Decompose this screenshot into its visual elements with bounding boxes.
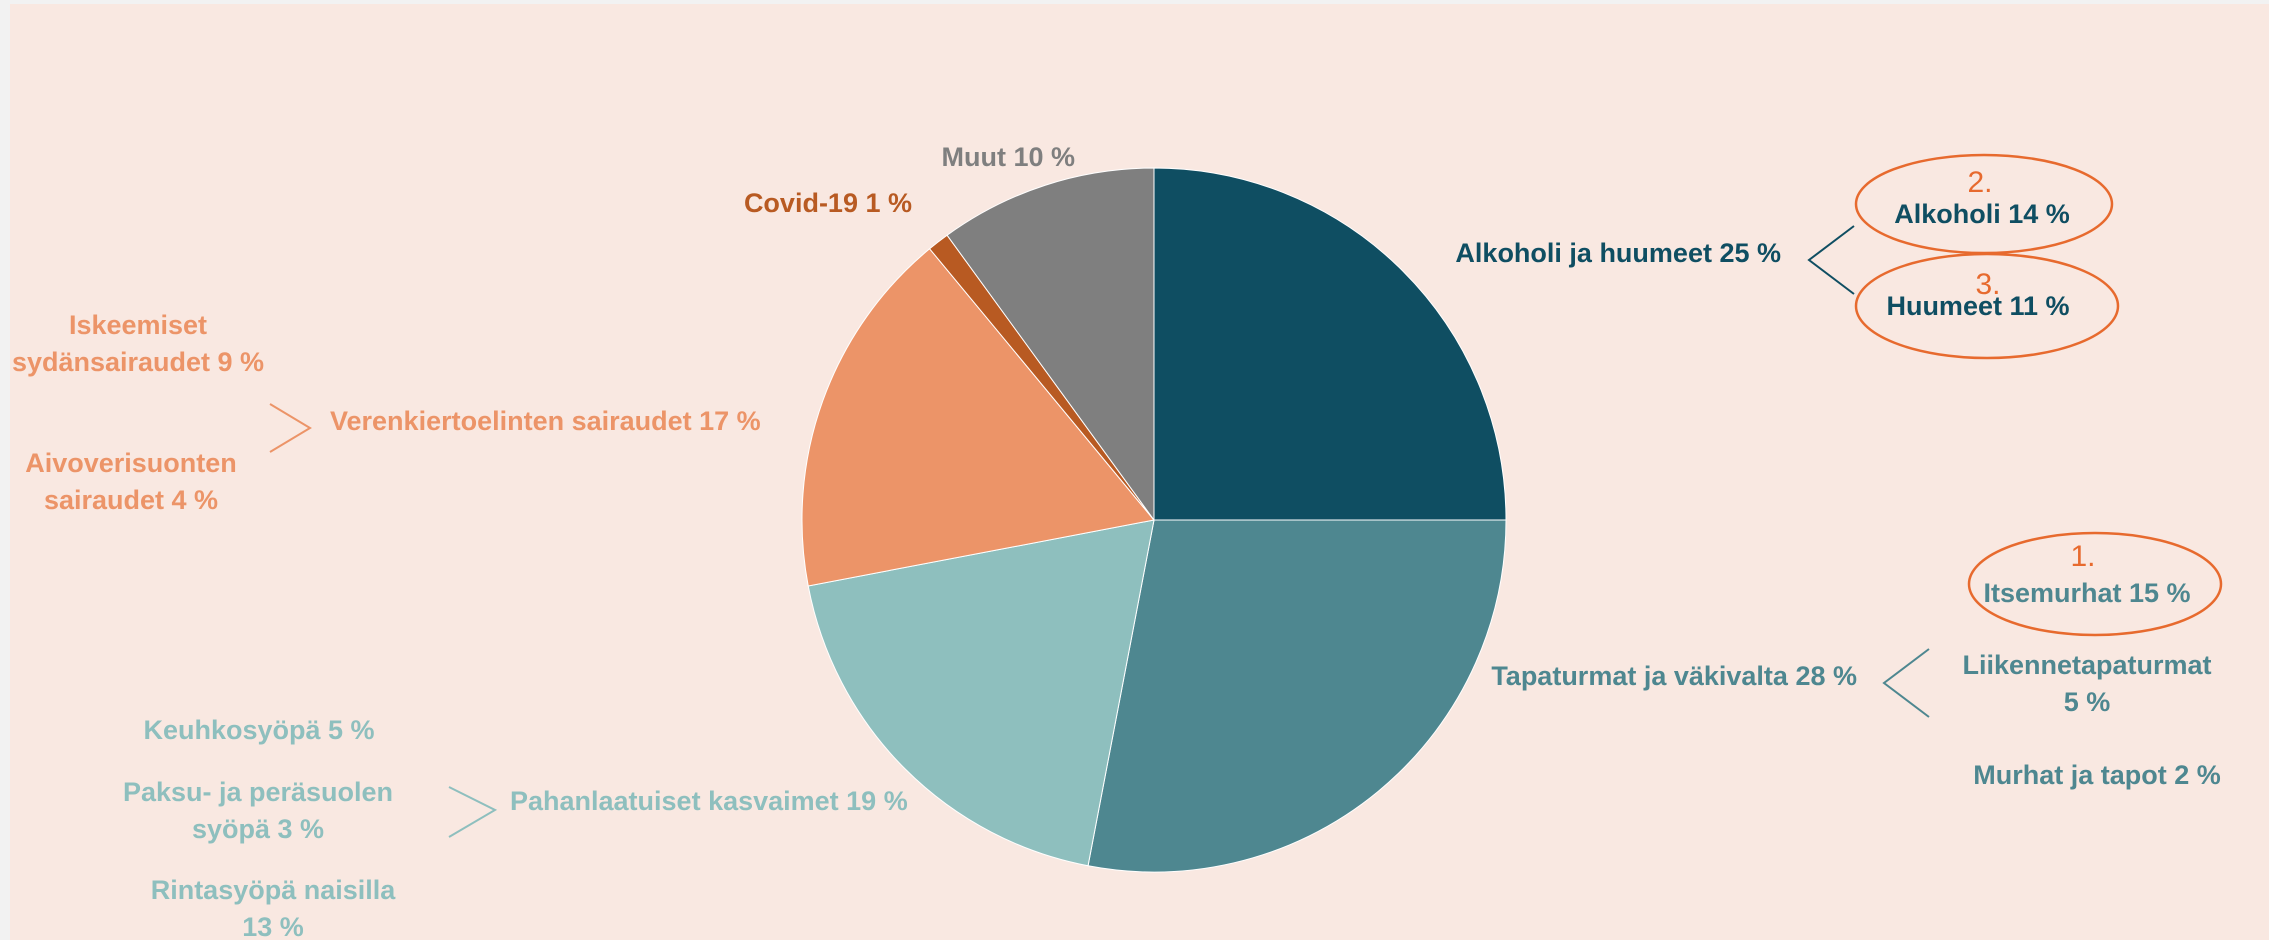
rank-number-1: 1. bbox=[2070, 540, 2095, 573]
sub-label-iskeemiset-value: sydänsairaudet 9 % bbox=[12, 347, 264, 377]
chart-canvas: Alkoholi ja huumeet 25 % Tapaturmat ja v… bbox=[10, 4, 2269, 940]
slice-label-alkoholi-ja-huumeet: Alkoholi ja huumeet 25 % bbox=[1455, 238, 1781, 268]
sub-label-aivoverisuonten: Aivoverisuonten bbox=[25, 448, 237, 478]
bracket-verenkierto bbox=[269, 403, 312, 453]
sub-label-paksu-ja-perasuolen: Paksu- ja peräsuolen bbox=[123, 777, 393, 807]
slice-label-tapaturmat-ja-vakivalta: Tapaturmat ja väkivalta 28 % bbox=[1491, 661, 1857, 691]
bracket-tapaturmat bbox=[1882, 648, 1930, 718]
slice-label-verenkiertoelinten-sairaudet: Verenkiertoelinten sairaudet 17 % bbox=[330, 406, 761, 436]
sub-label-liikennetapaturmat: Liikennetapaturmat bbox=[1962, 650, 2211, 680]
pie-slice-2 bbox=[807, 519, 1155, 867]
sub-label-aivoverisuonten-value: sairaudet 4 % bbox=[44, 485, 218, 515]
slice-label-muut: Muut 10 % bbox=[941, 142, 1075, 172]
slice-label-covid-19: Covid-19 1 % bbox=[744, 188, 912, 218]
pie-slices bbox=[801, 167, 1507, 873]
bracket-alkoholi-ja-huumeet bbox=[1807, 225, 1855, 295]
sub-label-rintasyopa: Rintasyöpä naisilla bbox=[151, 875, 397, 905]
pie-slice-3 bbox=[801, 248, 1155, 587]
rank-number-2: 2. bbox=[1967, 166, 1992, 199]
slice-label-pahanlaatuiset-kasvaimet: Pahanlaatuiset kasvaimet 19 % bbox=[510, 786, 908, 816]
highlight-ellipse-huumeet bbox=[1854, 252, 2120, 360]
sub-label-itsemurhat: Itsemurhat 15 % bbox=[1983, 578, 2190, 608]
pie-slice-0 bbox=[1153, 167, 1507, 521]
rank-number-3: 3. bbox=[1975, 268, 2000, 301]
sub-label-liikennetapaturmat-value: 5 % bbox=[2064, 687, 2111, 717]
pie-slice-1 bbox=[1087, 519, 1507, 873]
bracket-kasvaimet bbox=[448, 786, 498, 838]
sub-label-iskeemiset: Iskeemiset bbox=[69, 310, 207, 340]
sub-label-paksu-ja-perasuolen-value: syöpä 3 % bbox=[192, 814, 324, 844]
sub-label-rintasyopa-value: 13 % bbox=[242, 912, 304, 940]
pie-chart: Alkoholi ja huumeet 25 % Tapaturmat ja v… bbox=[12, 142, 2223, 940]
sub-label-alkoholi: Alkoholi 14 % bbox=[1894, 199, 2070, 229]
sub-label-murhat-ja-tapot: Murhat ja tapot 2 % bbox=[1973, 760, 2221, 790]
pie-slice-5 bbox=[946, 167, 1155, 522]
sub-label-huumeet: Huumeet 11 % bbox=[1886, 291, 2069, 321]
sub-label-keuhkosyopa: Keuhkosyöpä 5 % bbox=[143, 715, 374, 745]
highlight-ellipse-itsemurhat bbox=[1967, 531, 2223, 637]
